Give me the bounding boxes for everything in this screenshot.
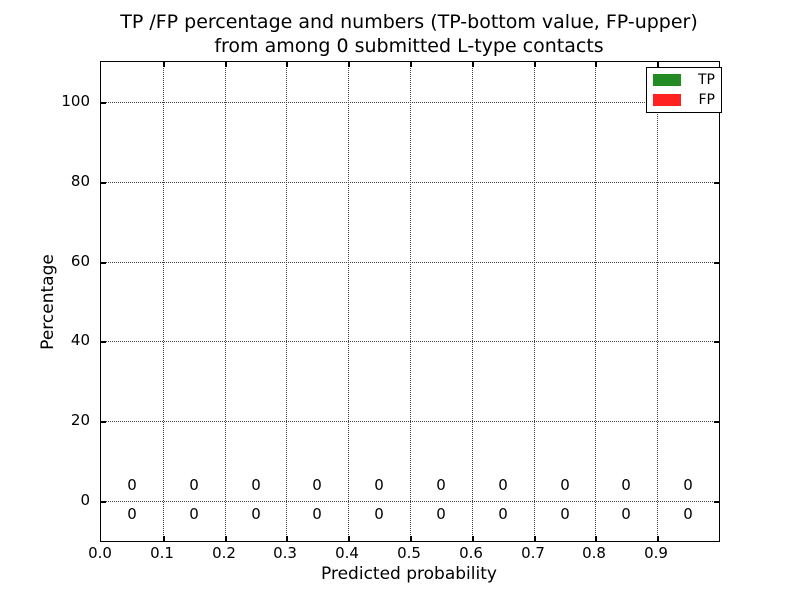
y-tick-left — [101, 341, 106, 343]
gridline-horizontal — [101, 102, 719, 103]
x-axis-tick-label: 0.4 — [335, 544, 359, 562]
x-tick-bottom — [472, 536, 474, 541]
x-axis-tick-label: 0.8 — [582, 544, 606, 562]
tp-count-label: 0 — [683, 505, 693, 523]
plot-area: 0 0 0 0 0 0 0 0 0 0 0 0 0 0 0 0 0 0 0 0 … — [100, 61, 722, 542]
gridline-horizontal — [101, 182, 719, 183]
tp-count-label: 0 — [127, 505, 137, 523]
fp-count-label: 0 — [127, 476, 137, 494]
y-axis-tick-label: 60 — [70, 252, 90, 270]
y-axis-tick-label: 80 — [70, 172, 90, 190]
y-tick-left — [101, 262, 106, 264]
gridline-vertical — [348, 62, 349, 541]
gridline-horizontal — [101, 341, 719, 342]
x-tick-top — [472, 62, 474, 67]
fp-count-label: 0 — [683, 476, 693, 494]
fp-count-label: 0 — [436, 476, 446, 494]
legend-item-tp: TP — [653, 72, 715, 88]
x-tick-top — [657, 62, 659, 67]
y-tick-right — [714, 182, 719, 184]
y-axis-tick-label: 100 — [61, 92, 90, 110]
x-tick-top — [534, 62, 536, 67]
gridline-vertical — [657, 62, 658, 541]
x-tick-top — [595, 62, 597, 67]
x-tick-top — [410, 62, 412, 67]
y-tick-left — [101, 501, 106, 503]
gridline-vertical — [163, 62, 164, 541]
tp-count-label: 0 — [374, 505, 384, 523]
gridline-vertical — [410, 62, 411, 541]
y-axis-tick-label: 20 — [70, 411, 90, 429]
tp-count-label: 0 — [621, 505, 631, 523]
x-tick-bottom — [534, 536, 536, 541]
chart-title: TP /FP percentage and numbers (TP-bottom… — [100, 10, 718, 58]
x-axis-tick-label: 0.7 — [521, 544, 545, 562]
y-axis-label: Percentage — [38, 254, 58, 350]
x-tick-bottom — [163, 536, 165, 541]
tp-count-label: 0 — [498, 505, 508, 523]
fp-legend-swatch — [653, 94, 681, 106]
y-tick-right — [714, 262, 719, 264]
y-tick-right — [714, 501, 719, 503]
fp-count-label: 0 — [498, 476, 508, 494]
x-tick-bottom — [410, 536, 412, 541]
x-tick-top — [225, 62, 227, 67]
y-axis-tick-label: 40 — [70, 331, 90, 349]
x-axis-tick-label: 0.3 — [273, 544, 297, 562]
gridline-vertical — [534, 62, 535, 541]
gridline-vertical — [225, 62, 226, 541]
legend-label-fp: FP — [698, 92, 716, 108]
y-tick-right — [714, 341, 719, 343]
gridline-horizontal — [101, 501, 719, 502]
fp-count-label: 0 — [560, 476, 570, 494]
x-axis-tick-label: 0.9 — [644, 544, 668, 562]
gridline-vertical — [595, 62, 596, 541]
fp-count-label: 0 — [189, 476, 199, 494]
legend-item-fp: FP — [653, 92, 715, 108]
gridline-horizontal — [101, 262, 719, 263]
y-tick-left — [101, 421, 106, 423]
fp-count-label: 0 — [621, 476, 631, 494]
x-axis-tick-label: 0.2 — [212, 544, 236, 562]
tp-count-label: 0 — [189, 505, 199, 523]
tp-count-label: 0 — [560, 505, 570, 523]
tp-count-label: 0 — [312, 505, 322, 523]
y-tick-left — [101, 182, 106, 184]
x-axis-tick-label: 0.6 — [459, 544, 483, 562]
x-tick-bottom — [595, 536, 597, 541]
legend-label-tp: TP — [698, 72, 715, 88]
chart-title-line-2: from among 0 submitted L-type contacts — [214, 35, 604, 57]
x-tick-top — [348, 62, 350, 67]
x-tick-top — [163, 62, 165, 67]
legend: TP FP — [646, 67, 722, 113]
fp-count-label: 0 — [374, 476, 384, 494]
x-axis-label: Predicted probability — [321, 564, 497, 584]
x-tick-bottom — [348, 536, 350, 541]
x-tick-bottom — [286, 536, 288, 541]
tp-legend-swatch — [653, 74, 681, 86]
tp-count-label: 0 — [251, 505, 261, 523]
x-tick-top — [286, 62, 288, 67]
fp-count-label: 0 — [251, 476, 261, 494]
gridline-vertical — [286, 62, 287, 541]
gridline-vertical — [472, 62, 473, 541]
x-axis-tick-label: 0.1 — [150, 544, 174, 562]
y-tick-right — [714, 421, 719, 423]
chart-title-line-1: TP /FP percentage and numbers (TP-bottom… — [120, 11, 698, 33]
gridline-horizontal — [101, 421, 719, 422]
x-axis-tick-label: 0.0 — [88, 544, 112, 562]
fp-count-label: 0 — [312, 476, 322, 494]
y-tick-left — [101, 102, 106, 104]
x-tick-bottom — [657, 536, 659, 541]
x-axis-tick-label: 0.5 — [397, 544, 421, 562]
tp-count-label: 0 — [436, 505, 446, 523]
x-tick-bottom — [225, 536, 227, 541]
y-axis-tick-label: 0 — [80, 491, 90, 509]
